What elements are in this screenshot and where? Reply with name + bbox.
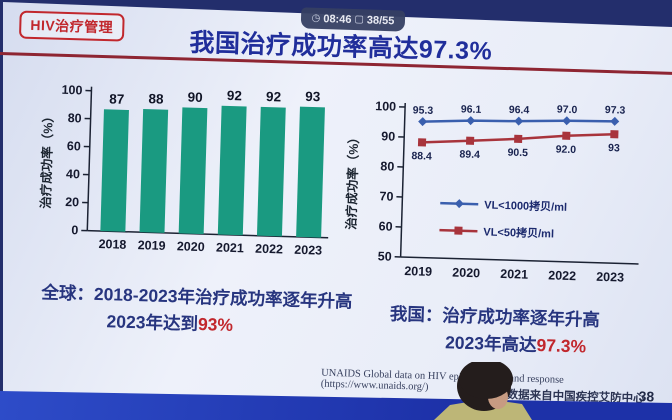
point-value-label: 92.0 — [555, 143, 576, 156]
page-number: 38 — [638, 388, 655, 405]
square-marker — [454, 226, 463, 235]
x-tick: 2019 — [138, 238, 166, 253]
person-hair-fringe — [459, 362, 513, 399]
y-tick: 80 — [380, 159, 394, 173]
caption-china-highlight: 97.3% — [536, 335, 587, 357]
caption-global-line1: 全球：2018-2023年治疗成功率逐年升高 — [41, 282, 353, 312]
x-tick: 2021 — [500, 267, 528, 282]
diamond-marker — [418, 117, 428, 127]
point-value-label: 90.5 — [507, 147, 528, 160]
x-tick: 2020 — [177, 239, 205, 254]
diamond-marker — [454, 199, 464, 209]
y-axis — [399, 102, 406, 257]
bar — [100, 109, 129, 232]
caption-global: 全球：2018-2023年治疗成功率逐年升高 2023年达到93% — [40, 279, 353, 342]
bar-value-label: 92 — [227, 88, 242, 103]
audience-person-silhouette — [434, 362, 532, 420]
legend-label: VL<50拷贝/ml — [483, 224, 554, 240]
point-value-label: 96.4 — [509, 104, 530, 117]
x-tick: 2022 — [548, 268, 576, 283]
caption-china-line2: 2023年高达97.3% — [444, 332, 587, 357]
bar-value-label: 90 — [187, 90, 202, 105]
square-marker — [514, 134, 523, 143]
y-axis-label: 治疗成功率（%） — [343, 131, 361, 230]
square-marker — [417, 138, 427, 147]
y-axis-label: 治疗成功率（%） — [38, 110, 56, 209]
china-success-rate-line-chart: 50 60 70 80 90 100 治疗成功率（%） 2019 2020 2021 2022 202… — [343, 99, 639, 285]
square-marker — [465, 136, 475, 145]
square-marker — [610, 130, 619, 139]
caption-global-highlight: 93% — [197, 313, 234, 335]
x-tick: 2020 — [452, 265, 480, 280]
y-tick: 100 — [375, 99, 396, 114]
diamond-marker — [610, 116, 620, 126]
timer-value: 08:46 — [323, 12, 352, 26]
point-value-label: 96.1 — [461, 103, 482, 116]
y-tick: 40 — [66, 167, 80, 181]
x-axis — [87, 229, 329, 239]
point-value-label: 88.4 — [411, 150, 432, 163]
y-tick: 50 — [378, 249, 392, 263]
y-axis — [86, 86, 93, 231]
y-tick: 80 — [67, 111, 81, 125]
x-axis — [400, 256, 639, 265]
bar-value-label: 93 — [305, 89, 321, 104]
diamond-marker — [466, 116, 476, 126]
bar-value-label: 92 — [266, 89, 281, 104]
y-tick: 0 — [71, 223, 78, 237]
y-tick: 60 — [378, 219, 392, 233]
bar-value-label: 87 — [109, 91, 124, 106]
x-tick: 2023 — [596, 270, 624, 285]
caption-global-line2: 2023年达到93% — [106, 311, 234, 335]
bar — [217, 105, 247, 236]
square-marker — [562, 131, 571, 140]
y-tick: 60 — [67, 139, 81, 153]
presentation-timer-overlay: ◷ 08:46 ▢ 38/55 — [300, 7, 406, 32]
clock-icon: ◷ — [311, 12, 321, 24]
caption-china-line1: 我国：治疗成功率逐年升高 — [389, 303, 601, 330]
bar — [178, 107, 208, 235]
x-tick: 2021 — [216, 240, 244, 255]
x-tick: 2022 — [255, 242, 283, 257]
y-tick: 20 — [65, 195, 79, 209]
global-success-rate-bar-chart: 0 20 40 60 80 100 治疗成功率（%） 87 2018 88 2019 90 2020 92… — [38, 83, 329, 258]
point-value-label: 97.0 — [557, 104, 578, 117]
bar — [256, 106, 286, 237]
point-value-label: 89.4 — [459, 148, 480, 161]
bar-value-label: 88 — [148, 91, 164, 106]
point-value-label: 93 — [608, 142, 620, 154]
x-tick: 2019 — [404, 264, 432, 279]
x-tick: 2018 — [98, 237, 126, 252]
slide-counter-icon: ▢ — [354, 14, 365, 26]
point-value-label: 95.3 — [413, 104, 434, 117]
point-value-label: 97.3 — [605, 104, 626, 117]
y-tick: 90 — [381, 129, 395, 143]
legend-label: VL<1000拷贝/ml — [484, 197, 567, 213]
x-tick: 2023 — [294, 243, 322, 258]
bar — [296, 106, 325, 238]
bar — [139, 109, 169, 233]
diamond-marker — [514, 116, 524, 126]
y-tick: 100 — [61, 83, 82, 98]
y-tick: 70 — [379, 189, 393, 203]
caption-china: 我国：治疗成功率逐年升高 2023年高达97.3% — [389, 301, 601, 361]
slide-counter: 38/55 — [366, 13, 395, 27]
diamond-marker — [562, 116, 572, 126]
